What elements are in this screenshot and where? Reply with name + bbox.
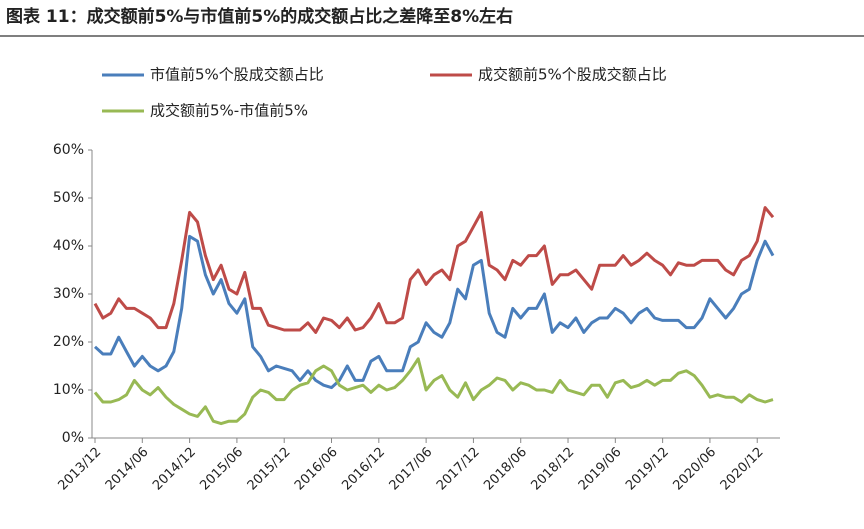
x-tick-label: 2013/12 (56, 445, 105, 494)
legend-label: 成交额前5%-市值前5% (150, 102, 308, 120)
y-tick-label: 20% (53, 334, 84, 350)
y-tick-label: 50% (53, 190, 84, 206)
x-tick-label: 2016/12 (339, 445, 388, 494)
y-tick-label: 0% (62, 430, 84, 446)
x-tick-label: 2020/12 (718, 445, 767, 494)
y-tick-label: 60% (53, 142, 84, 158)
series-line (93, 206, 775, 334)
x-tick-label: 2018/06 (481, 445, 530, 494)
legend-label: 市值前5%个股成交额占比 (150, 66, 324, 84)
series-line (93, 234, 775, 390)
x-tick-label: 2014/12 (150, 445, 199, 494)
legend-label: 成交额前5%个股成交额占比 (478, 66, 667, 84)
x-tick-label: 2017/06 (387, 445, 436, 494)
x-tick-label: 2019/12 (623, 445, 672, 494)
chart-title: 图表 11：成交额前5%与市值前5%的成交额占比之差降至8%左右 (6, 6, 513, 27)
y-tick-label: 10% (53, 382, 84, 398)
y-tick-label: 30% (53, 286, 84, 302)
x-tick-label: 2015/12 (245, 445, 294, 494)
x-tick-label: 2018/12 (529, 445, 578, 494)
x-tick-label: 2015/06 (197, 445, 246, 494)
series-line (93, 357, 774, 426)
x-tick-label: 2020/06 (670, 445, 719, 494)
x-tick-label: 2014/06 (103, 445, 152, 494)
x-tick-label: 2016/06 (292, 445, 341, 494)
x-tick-label: 2019/06 (576, 445, 625, 494)
x-tick-label: 2017/12 (434, 445, 483, 494)
y-tick-label: 40% (53, 238, 84, 254)
